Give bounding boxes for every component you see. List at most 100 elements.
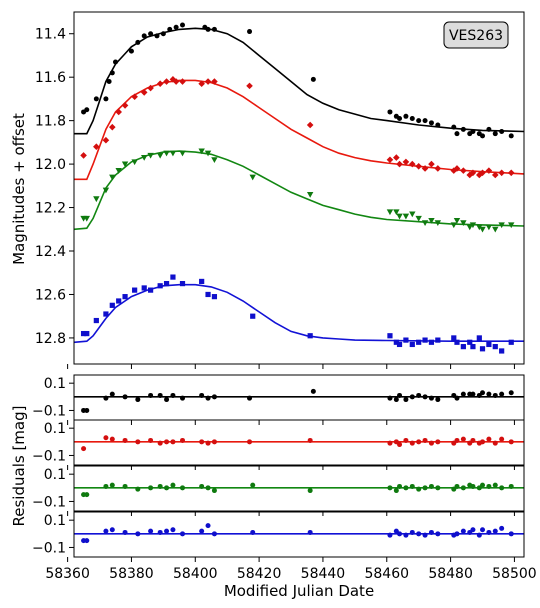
residual-point (470, 527, 476, 533)
data-point (434, 220, 442, 226)
data-point (466, 171, 474, 179)
data-point (467, 339, 473, 345)
data-point (421, 220, 429, 226)
residual-point (492, 392, 498, 398)
x-tick-label: 58460 (364, 566, 409, 582)
residual-point (499, 525, 505, 531)
residual-point (486, 391, 492, 397)
data-point (409, 115, 415, 121)
data-point (396, 341, 403, 348)
residual-point (428, 395, 434, 401)
data-point (428, 218, 435, 224)
x-tick-label: 58440 (301, 566, 346, 582)
y-tick-label: 11.6 (35, 70, 66, 86)
data-point (307, 333, 313, 339)
data-point (415, 162, 422, 170)
residual-point (103, 435, 109, 441)
data-point (306, 191, 314, 198)
data-point (102, 136, 110, 144)
residual-point (397, 483, 403, 489)
data-point (170, 274, 176, 280)
residual-point (492, 440, 498, 446)
residual-point (157, 483, 163, 489)
data-point (491, 171, 499, 179)
data-point (108, 123, 116, 131)
data-point (460, 167, 467, 174)
data-point (93, 96, 99, 102)
residual-point (508, 390, 514, 396)
residual-point (81, 446, 87, 452)
residual-point (387, 485, 393, 491)
data-point (205, 26, 211, 32)
model-curve-3 (73, 283, 524, 344)
data-point (198, 148, 205, 155)
data-point (460, 126, 466, 132)
data-point (450, 222, 457, 229)
residual-point (460, 485, 466, 491)
data-point (128, 48, 134, 54)
data-point (211, 26, 217, 32)
data-point (476, 335, 482, 341)
residual-point (199, 392, 205, 398)
residual-point (170, 527, 176, 533)
data-point (109, 174, 116, 181)
residual-point (409, 529, 415, 535)
data-point (169, 150, 177, 157)
data-point (396, 160, 403, 168)
data-point (492, 226, 499, 233)
residual-point (148, 437, 154, 443)
data-point (499, 129, 505, 135)
residual-point (170, 482, 176, 488)
data-point (122, 294, 128, 300)
residual-point (84, 492, 90, 498)
residual-point (148, 392, 154, 398)
residual-y-tick-label: 0.1 (44, 421, 66, 437)
data-point (116, 298, 122, 304)
residual-point (454, 395, 460, 401)
data-point (387, 333, 393, 339)
residual-point (428, 483, 434, 489)
x-tick-label: 58400 (173, 566, 218, 582)
data-point (386, 156, 394, 164)
data-point (163, 78, 170, 85)
data-point (476, 224, 483, 231)
data-point (435, 337, 441, 343)
data-point (211, 294, 218, 300)
residual-point (403, 485, 409, 491)
residual-point (422, 394, 428, 400)
data-point (397, 115, 403, 121)
data-point (199, 278, 205, 285)
main-y-ticks: 11.4 11.6 11.8 12.0 12.2 12.4 12.6 12.8 (35, 27, 74, 347)
residual-point (310, 388, 316, 394)
residual-point (135, 439, 141, 445)
data-point (453, 165, 461, 172)
data-point (115, 168, 122, 174)
residual-point (416, 531, 422, 537)
residual-panel-frame (73, 419, 525, 466)
residual-y-tick-label: 0.1 (44, 376, 66, 392)
residual-point (409, 483, 415, 489)
y-tick-label: 11.4 (35, 27, 66, 43)
data-point (140, 89, 148, 96)
data-point (479, 346, 486, 352)
data-point (469, 222, 477, 229)
data-point (396, 213, 403, 220)
residual-point (307, 529, 313, 535)
x-axis-title: Modified Julian Date (224, 582, 374, 600)
y-tick-label: 11.8 (35, 114, 66, 130)
residual-point (409, 394, 415, 400)
main-panel: 11.4 11.6 11.8 12.0 12.2 12.4 12.6 12.8 VES263 (35, 11, 525, 365)
data-point (428, 120, 434, 126)
data-point (409, 211, 416, 218)
residual-point (205, 395, 211, 401)
data-point (480, 133, 486, 139)
residual-y-tick-label: 0.1 (44, 513, 66, 529)
data-point (163, 281, 170, 287)
residual-point (476, 532, 482, 538)
residual-point (109, 482, 115, 488)
residual-point (199, 528, 205, 534)
residual-point (435, 531, 441, 537)
data-point (93, 196, 100, 203)
residual-point (508, 439, 514, 445)
data-point (408, 160, 416, 168)
